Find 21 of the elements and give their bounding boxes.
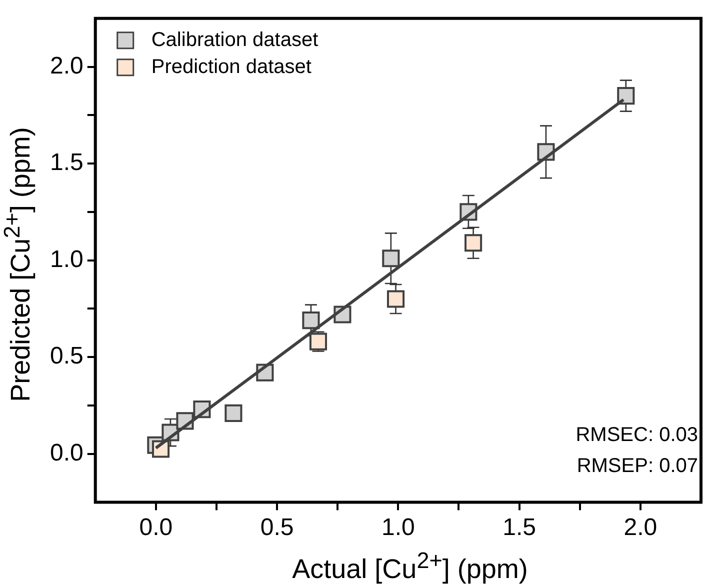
y-tick-label: 0.5 [50, 342, 84, 370]
legend-label: Prediction dataset [151, 56, 312, 78]
x-axis-title: Actual [Cu$^{2+}$] (ppm) [291, 548, 529, 585]
point [302, 312, 320, 330]
point [382, 250, 400, 268]
point [617, 87, 635, 105]
x-tick-label: 1.0 [381, 514, 415, 542]
y-tick-label: 1.0 [50, 246, 84, 273]
y-tick-label: 1.5 [50, 149, 84, 176]
x-tick-label: 0.5 [260, 514, 294, 542]
annotation: RMSEC: 0.03 [576, 424, 698, 446]
x-tick-label: 0.0 [139, 514, 173, 542]
point [386, 290, 405, 308]
x-tick-label: 2.0 [624, 514, 658, 542]
y-tick-label: 0.0 [50, 439, 84, 466]
point [224, 404, 242, 422]
point [464, 234, 482, 252]
annotation: RMSEP: 0.07 [576, 455, 698, 477]
legend-label: Calibration dataset [151, 28, 319, 51]
x-tick-label: 1.5 [502, 514, 536, 542]
y-tick-label: 2.0 [50, 52, 84, 80]
